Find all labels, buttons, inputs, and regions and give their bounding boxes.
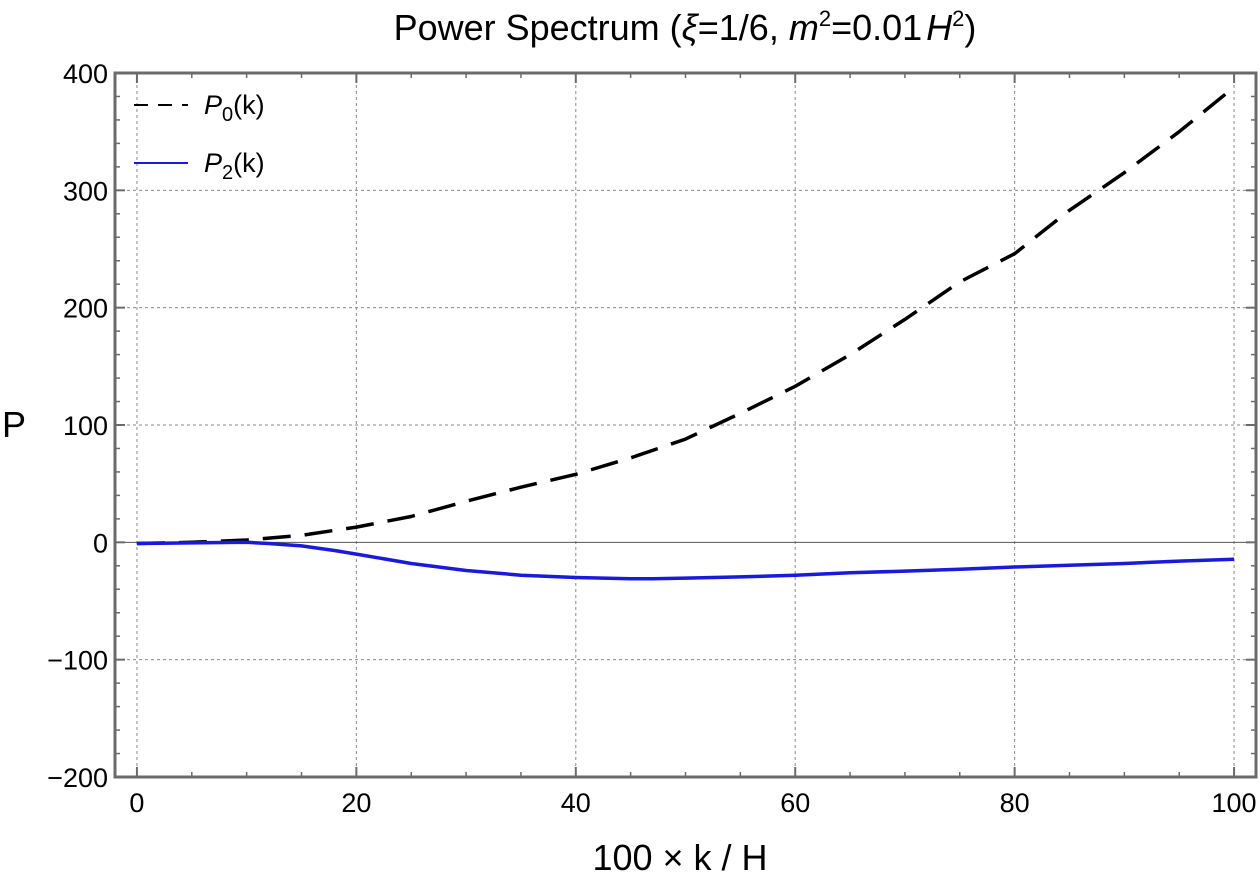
series-line-p2k	[136, 540, 1235, 581]
legend: P0(k) P2(k)	[134, 90, 265, 184]
axis-ticks	[115, 72, 1256, 778]
y-tick-label-100: 100	[63, 411, 108, 441]
series-lines	[136, 85, 1236, 581]
grid-lines	[115, 73, 1256, 777]
x-axis-title: 100 × k / H	[592, 837, 767, 878]
y-tick-label-400: 400	[63, 59, 108, 89]
y-tick-label--100: −100	[47, 646, 108, 676]
y-tick-label-200: 200	[63, 294, 108, 324]
x-tick-label-20: 20	[341, 788, 371, 818]
chart-title: Power Spectrum (ξ=1/6, m2=0.01 H2)	[394, 6, 977, 48]
y-axis-title: P	[2, 404, 26, 445]
x-tick-label-80: 80	[1000, 788, 1030, 818]
y-tick-label--200: −200	[47, 763, 108, 793]
x-tick-label-0: 0	[129, 788, 144, 818]
x-tick-label-60: 60	[780, 788, 810, 818]
x-tick-label-100: 100	[1212, 788, 1257, 818]
legend-label-p0: P0(k)	[204, 90, 265, 126]
x-tick-label-40: 40	[561, 788, 591, 818]
y-tick-label-0: 0	[93, 528, 108, 558]
y-tick-label-300: 300	[63, 176, 108, 206]
series-line-p0k	[136, 85, 1236, 546]
legend-label-p2: P2(k)	[204, 148, 265, 184]
tick-labels: 0 20 40 60 80 100 −200 −100 0 100 200 300 400	[47, 59, 1256, 818]
